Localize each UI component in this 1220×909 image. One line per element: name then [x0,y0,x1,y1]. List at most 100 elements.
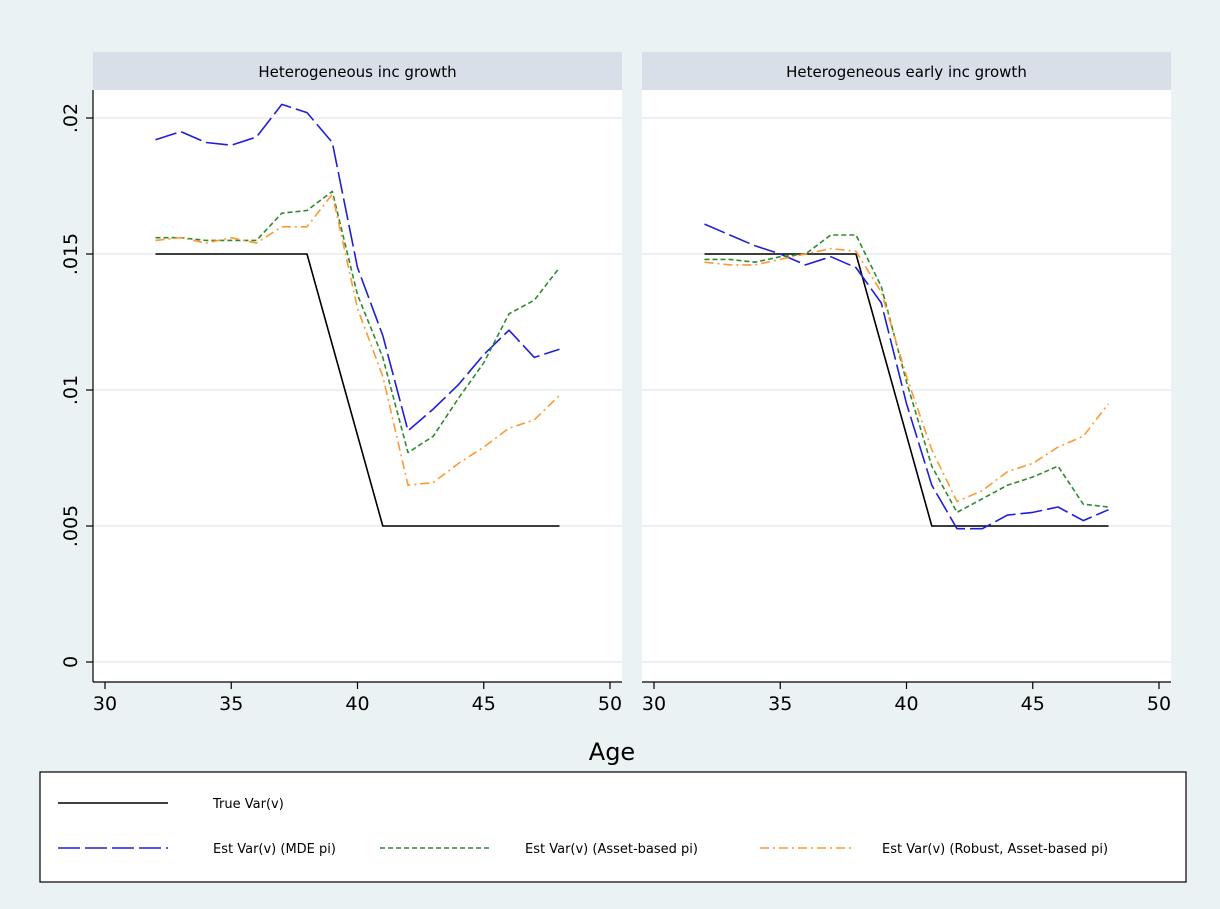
y-tick-label: 0 [60,656,82,668]
data-point-asset [855,234,856,235]
data-point-robust [1108,403,1109,404]
data-point-robust [483,447,484,448]
data-point-mde [906,403,907,404]
data-point-asset [433,436,434,437]
data-point-asset [754,262,755,263]
data-point-mde [306,112,307,113]
data-point-asset [534,300,535,301]
data-point-true [306,253,307,254]
data-point-robust [433,482,434,483]
data-point-asset [508,313,509,314]
data-point-robust [1007,471,1008,472]
data-point-robust [231,237,232,238]
data-point-robust [155,240,156,241]
data-point-mde [855,267,856,268]
data-point-robust [1083,436,1084,437]
data-point-asset [1007,485,1008,486]
data-point-true [704,253,705,254]
data-point-asset [1108,506,1109,507]
data-point-asset [407,452,408,453]
data-point-mde [433,408,434,409]
data-point-mde [704,224,705,225]
data-point-mde [1108,509,1109,510]
data-point-mde [780,253,781,254]
data-point-robust [906,376,907,377]
data-point-mde [754,245,755,246]
data-point-mde [1032,512,1033,513]
data-point-asset [931,466,932,467]
data-point-robust [881,292,882,293]
data-point-robust [559,395,560,396]
data-point-robust [256,243,257,244]
data-point-robust [704,262,705,263]
legend-label-robust: Est Var(v) (Robust, Asset-based pi) [882,842,1108,857]
x-axis-title: Age [589,738,635,766]
data-point-mde [407,430,408,431]
y-tick-label: .015 [60,233,82,275]
data-point-asset [559,267,560,268]
data-point-robust [205,243,206,244]
x-tick-label: 40 [894,693,918,715]
panel-title-strip [93,52,622,90]
data-point-asset [956,512,957,513]
data-point-asset [906,381,907,382]
data-point-robust [780,259,781,260]
data-point-true [1108,525,1109,526]
data-point-robust [729,264,730,265]
data-point-asset [306,210,307,211]
data-point-asset [382,357,383,358]
data-point-robust [1032,463,1033,464]
panel-1: Heterogeneous inc growth 0 .005 .01 .015 .02 3… [60,52,622,715]
data-point-mde [382,335,383,336]
data-point-mde [231,145,232,146]
data-point-robust [534,419,535,420]
data-point-asset [231,240,232,241]
y-tick-label: .01 [60,375,82,405]
series-line-mde [704,223,1109,530]
data-point-mde [332,142,333,143]
data-point-asset [1083,504,1084,505]
data-point-robust [281,226,282,227]
data-point-robust [332,194,333,195]
data-point-mde [956,528,957,529]
data-point-robust [458,463,459,464]
x-tick-label: 35 [768,693,792,715]
data-point-robust [407,485,408,486]
data-point-robust [1057,447,1058,448]
data-point-robust [357,308,358,309]
data-point-true [559,525,560,526]
data-point-mde [729,234,730,235]
plot-area [642,90,1171,682]
data-point-mde [205,142,206,143]
x-tick-label: 35 [219,693,243,715]
panel-2: Heterogeneous early inc growth 30 35 40 45 50 [642,52,1171,715]
data-point-mde [1007,515,1008,516]
data-point-mde [559,349,560,350]
data-point-asset [881,286,882,287]
y-tick-label: .02 [60,103,82,133]
data-point-mde [281,104,282,105]
data-point-asset [205,240,206,241]
x-tick-label: 30 [642,693,666,715]
legend-label-mde: Est Var(v) (MDE pi) [213,842,336,857]
data-point-mde [931,485,932,486]
legend-label-true: True Var(v) [212,797,284,812]
data-point-asset [1057,466,1058,467]
series-line-mde [155,103,560,432]
data-point-asset [729,259,730,260]
legend-box [39,771,1187,883]
data-point-true [382,525,383,526]
data-point-mde [830,256,831,257]
data-point-asset [830,234,831,235]
data-point-robust [508,428,509,429]
data-point-robust [306,226,307,227]
data-point-asset [332,191,333,192]
data-point-robust [382,376,383,377]
data-point-asset [704,259,705,260]
panel-title-strip [642,52,1171,90]
plot-area [93,90,622,682]
data-point-asset [281,213,282,214]
data-point-mde [180,131,181,132]
